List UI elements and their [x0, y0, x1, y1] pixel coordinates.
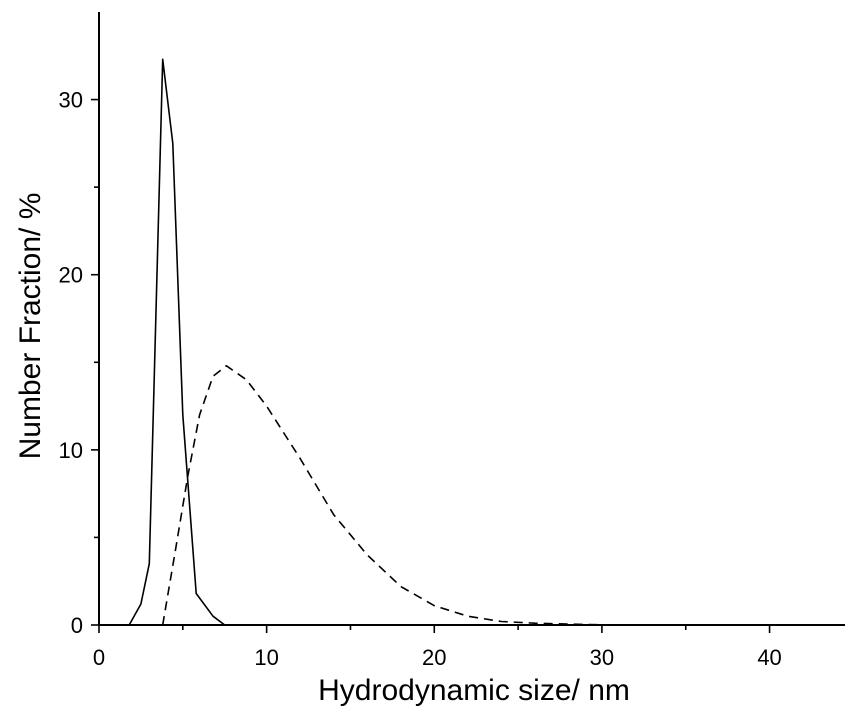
x-tick-label: 40: [757, 645, 781, 670]
axes: [98, 12, 845, 626]
y-tick-label: 10: [59, 438, 83, 463]
solid-series-line: [128, 58, 226, 626]
x-axis-title: Hydrodynamic size/ nm: [318, 674, 630, 707]
axis-ticks: 0 10 20 30 40 0 10 20 30: [59, 88, 782, 670]
x-tick-label: 0: [93, 645, 105, 670]
y-axis-title: Number Fraction/ %: [14, 193, 47, 460]
y-tick-label: 30: [59, 88, 83, 113]
y-tick-label: 0: [71, 613, 83, 638]
x-tick-label: 10: [254, 645, 278, 670]
x-tick-label: 20: [422, 645, 446, 670]
y-tick-label: 20: [59, 263, 83, 288]
dashed-series-line: [161, 364, 628, 626]
data-series: [128, 58, 628, 626]
x-tick-label: 30: [590, 645, 614, 670]
